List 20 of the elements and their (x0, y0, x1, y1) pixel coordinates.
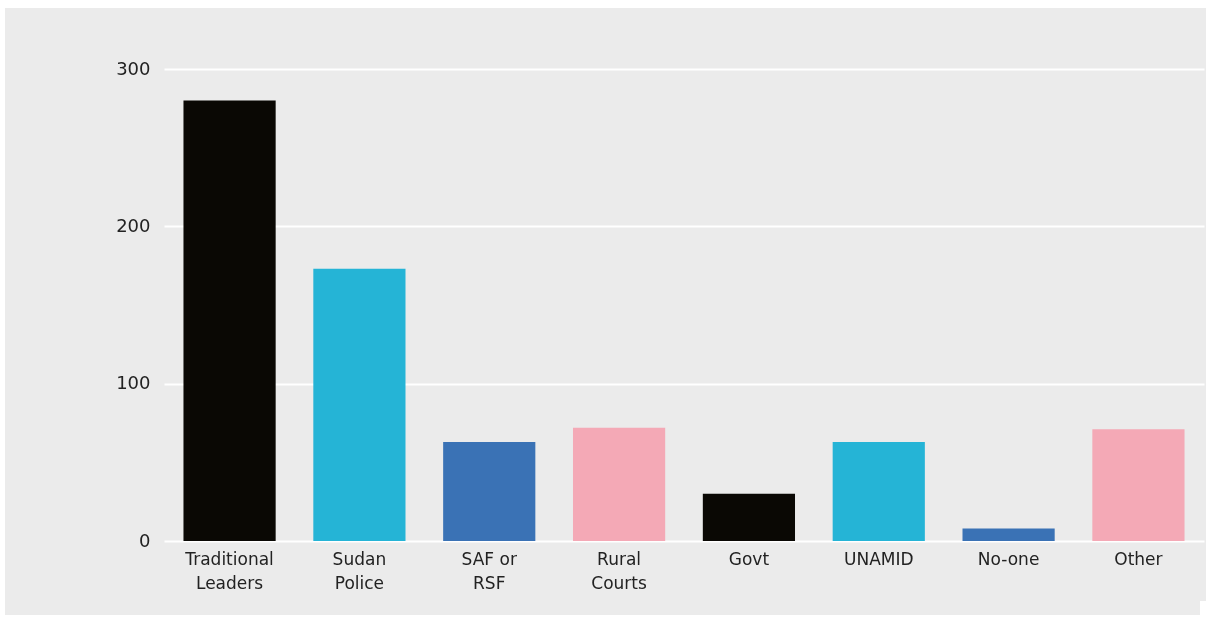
bar (183, 100, 276, 541)
x-tick-label: Traditional Leaders (184, 548, 274, 593)
x-tick-label: SAF or RSF (461, 548, 517, 593)
x-tick-label: Sudan Police (332, 548, 387, 593)
y-tick-label: 300 (116, 57, 151, 79)
y-tick-label: 100 (116, 372, 151, 394)
bar (1092, 429, 1185, 541)
y-tick-label: 0 (139, 529, 151, 551)
bar (443, 441, 536, 541)
x-tick-label: Other (1114, 548, 1163, 569)
bar (962, 528, 1055, 541)
x-tick-label: UNAMID (843, 548, 914, 569)
bar (572, 427, 666, 541)
bar (702, 493, 796, 541)
bar (313, 268, 406, 541)
x-tick-label: No-one (977, 548, 1040, 569)
bar (832, 441, 925, 541)
y-tick-label: 200 (116, 214, 151, 236)
x-tick-label: Rural Courts (591, 548, 647, 593)
x-tick-label: Govt (728, 548, 770, 569)
